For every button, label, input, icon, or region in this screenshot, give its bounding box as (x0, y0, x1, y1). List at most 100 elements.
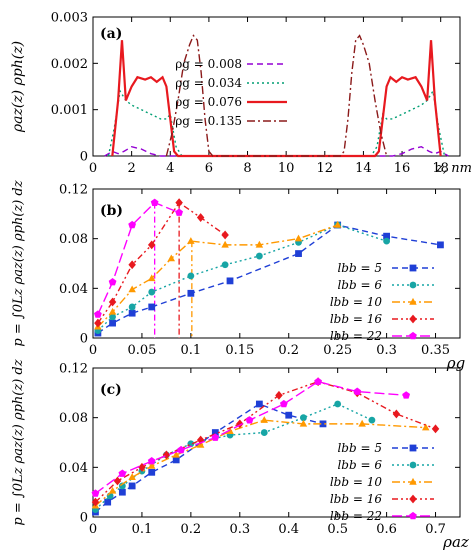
series-line (95, 380, 407, 494)
x-tick-label: 12 (317, 161, 334, 176)
series-line (97, 201, 180, 315)
series-line (107, 89, 446, 157)
x-tick-label: 0.5 (327, 522, 348, 537)
y-tick-label: 0.12 (59, 362, 88, 377)
series-line (94, 380, 436, 503)
data-point (402, 391, 411, 399)
data-point (285, 411, 293, 419)
data-point (108, 297, 117, 307)
series-line (97, 224, 338, 328)
data-point (113, 476, 122, 486)
x-tick-label: 0.35 (421, 343, 450, 358)
series-2 (92, 400, 376, 513)
legend: ρg = 0.008 ρg = 0.034 ρg = 0.076 ρg = 0.135 (175, 57, 287, 128)
data-point (109, 313, 116, 321)
x-tick-label: 16 (394, 161, 411, 176)
data-point (275, 390, 283, 400)
data-point (279, 399, 288, 408)
panel-b: 0 0.04 0.08 0.12 0 0.05 0.1 0.15 0.2 0.25 0.3 0.35 (… (11, 180, 465, 372)
data-point (94, 310, 102, 318)
series-line (165, 34, 388, 157)
x-tick-label: 10 (278, 161, 295, 176)
data-point (422, 423, 430, 431)
legend: lbb = 5 lbb = 6 lbb = 10 lbb = 16 lbb = 22 (330, 261, 434, 343)
x-axis-label: z, nm (435, 161, 472, 176)
y-axis-label: ρaz(z) ρph(z) (10, 41, 26, 133)
series-line (94, 419, 426, 507)
data-point (147, 457, 156, 465)
data-point (383, 237, 390, 245)
x-tick-label: 0 (89, 161, 97, 176)
series-line (97, 224, 441, 334)
data-point (236, 419, 244, 429)
data-point (294, 234, 303, 242)
series-line (104, 145, 449, 157)
series-3 (94, 220, 342, 330)
legend-label: ρg = 0.034 (175, 76, 242, 90)
data-point (211, 433, 220, 441)
panel-label: (c) (100, 382, 122, 398)
x-tick-label: 0.05 (127, 343, 156, 358)
data-point (91, 497, 100, 507)
x-tick-label: 0.3 (229, 522, 250, 537)
x-tick-label: 4 (166, 161, 174, 176)
data-point (94, 318, 102, 328)
data-point (148, 288, 156, 296)
y-axis-label: p = ∫0Lz ρaz(z) ρph(z) dz (11, 359, 26, 525)
x-tick-label: 0.7 (425, 522, 446, 537)
panel-label: (b) (100, 203, 123, 219)
data-point (175, 198, 183, 208)
legend-label: lbb = 22 (330, 329, 382, 343)
data-point (334, 400, 342, 408)
data-point (177, 445, 185, 454)
y-tick-label: 0.08 (59, 232, 88, 247)
data-point (148, 468, 156, 476)
data-point (167, 254, 176, 262)
data-point (147, 274, 156, 282)
data-point (128, 303, 136, 311)
data-point (128, 482, 136, 490)
y-tick-label: 0 (80, 150, 88, 165)
data-point (221, 261, 229, 269)
y-tick-label: 0 (80, 332, 88, 347)
series-line (97, 201, 226, 324)
data-point (109, 319, 116, 327)
data-point (353, 387, 362, 395)
legend-label: lbb = 10 (330, 475, 383, 489)
x-tick-label: 0.3 (376, 343, 397, 358)
data-point (108, 486, 117, 494)
data-point (118, 482, 126, 490)
data-point (255, 400, 263, 408)
data-point (172, 450, 180, 458)
y-tick-label: 0.002 (51, 57, 88, 72)
series-1 (92, 400, 327, 516)
legend-marker (409, 477, 417, 485)
panel-label: (a) (100, 26, 122, 42)
legend-marker (409, 444, 417, 452)
data-point (162, 450, 171, 460)
legend-label: ρg = 0.076 (175, 95, 242, 109)
data-point (260, 416, 269, 423)
y-tick-label: 0.08 (59, 411, 88, 426)
legend-marker (409, 331, 417, 340)
legend-label: lbb = 6 (337, 458, 382, 472)
data-point (300, 414, 307, 422)
plot-frame (92, 16, 461, 157)
data-point (358, 419, 366, 427)
data-point (187, 289, 195, 297)
series-2 (107, 89, 446, 157)
data-point (147, 240, 156, 250)
y-tick-label: 0 (80, 511, 88, 526)
x-axis-label: ρg (446, 354, 465, 372)
legend-label: ρg = 0.135 (175, 114, 242, 128)
data-point (128, 260, 136, 270)
panel-c: 0 0.04 0.08 0.12 0 0.1 0.2 0.3 0.4 0.5 0.6 0.7 (c) p … (11, 359, 469, 550)
data-point (147, 462, 156, 469)
data-point (383, 232, 390, 240)
legend-label: lbb = 16 (330, 312, 383, 326)
data-point (118, 469, 127, 477)
legend-label: lbb = 10 (330, 295, 383, 309)
y-tick-label: 0.003 (51, 11, 88, 26)
data-point (187, 272, 195, 280)
legend-marker (409, 264, 417, 272)
